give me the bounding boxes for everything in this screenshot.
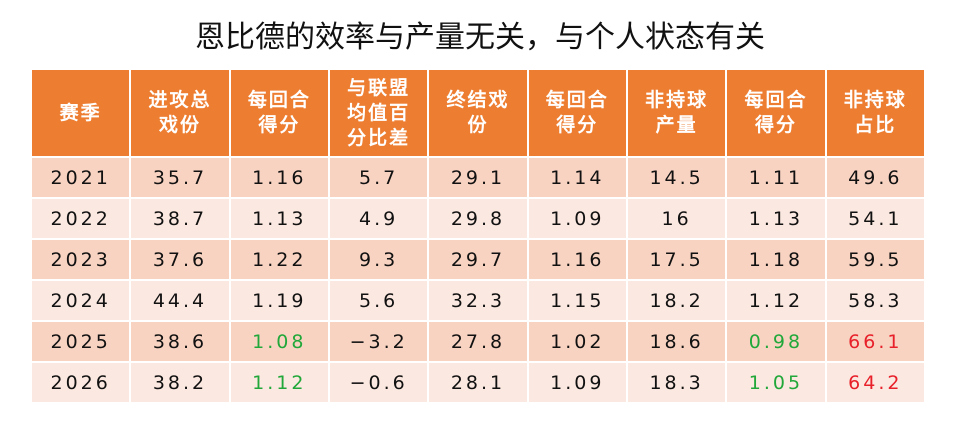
cell: 32.3 <box>427 279 529 322</box>
cell: 66.1 <box>824 320 927 363</box>
cell: 1.15 <box>526 279 628 322</box>
cell: 4.9 <box>327 197 430 240</box>
cell: 9.3 <box>327 238 430 281</box>
cell: 1.09 <box>526 197 628 240</box>
cell: 59.5 <box>824 238 927 281</box>
cell: 1.12 <box>725 279 827 322</box>
cell: 49.6 <box>824 156 927 199</box>
cell: 1.14 <box>526 156 628 199</box>
cell: 2026 <box>29 361 132 404</box>
header-row: 赛季 进攻总 戏份 每回合 得分 与联盟 均值百 分比差 终结戏 份每回合 得分 非持球 … <box>29 68 927 158</box>
cell: 2025 <box>29 320 132 363</box>
table-row: 2022 38.7 1.13 4.9 29.8 1.09 16 1.13 54.1 <box>29 197 927 240</box>
header-cell: 每回合 得分 <box>725 68 827 158</box>
cell: 1.16 <box>228 156 330 199</box>
table-row: 2025 38.6 1.08 −3.2 27.8 1.02 18.6 0.98 66.1 <box>29 320 927 363</box>
cell: 18.6 <box>625 320 728 363</box>
cell: 38.7 <box>129 197 231 240</box>
cell: 1.19 <box>228 279 330 322</box>
cell: 2024 <box>29 279 132 322</box>
cell: 1.12 <box>228 361 330 404</box>
cell: 1.09 <box>526 361 628 404</box>
data-table: 赛季 进攻总 戏份 每回合 得分 与联盟 均值百 分比差 终结戏 份每回合 得分 非持球 … <box>29 68 927 404</box>
table-body: 2021 35.7 1.16 5.7 29.1 1.14 14.5 1.11 49.6 2022 3… <box>29 156 927 404</box>
cell: 2023 <box>29 238 132 281</box>
cell: 16 <box>625 197 728 240</box>
cell: 1.22 <box>228 238 330 281</box>
cell: 1.13 <box>228 197 330 240</box>
cell: 1.13 <box>725 197 827 240</box>
table-row: 2024 44.4 1.19 5.6 32.3 1.15 18.2 1.12 58.3 <box>29 279 927 322</box>
table-row: 2026 38.2 1.12 −0.6 28.1 1.09 18.3 1.05 64.2 <box>29 361 927 404</box>
cell: 44.4 <box>129 279 231 322</box>
header-cell: 非持球 产量 <box>625 68 728 158</box>
cell: 0.98 <box>725 320 827 363</box>
header-cell: 每回合 得分 <box>228 68 330 158</box>
cell: 1.02 <box>526 320 628 363</box>
cell: 54.1 <box>824 197 927 240</box>
header-cell: 赛季 <box>29 68 132 158</box>
cell: −0.6 <box>327 361 430 404</box>
header-cell: 与联盟 均值百 分比差 <box>327 68 430 158</box>
cell: 29.7 <box>427 238 529 281</box>
table-row: 2023 37.6 1.22 9.3 29.7 1.16 17.5 1.18 59.5 <box>29 238 927 281</box>
cell: 1.18 <box>725 238 827 281</box>
cell: 29.1 <box>427 156 529 199</box>
cell: 38.6 <box>129 320 231 363</box>
cell: 1.08 <box>228 320 330 363</box>
table-row: 2021 35.7 1.16 5.7 29.1 1.14 14.5 1.11 49.6 <box>29 156 927 199</box>
cell: 5.6 <box>327 279 430 322</box>
cell: 37.6 <box>129 238 231 281</box>
cell: 58.3 <box>824 279 927 322</box>
cell: 29.8 <box>427 197 529 240</box>
header-cell: 非持球 占比 <box>824 68 927 158</box>
header-cell: 进攻总 戏份 <box>129 68 231 158</box>
cell: 1.11 <box>725 156 827 199</box>
cell: 18.2 <box>625 279 728 322</box>
cell: −3.2 <box>327 320 430 363</box>
cell: 35.7 <box>129 156 231 199</box>
title: 恩比德的效率与产量无关，与个人状态有关 <box>195 20 765 55</box>
cell: 64.2 <box>824 361 927 404</box>
cell: 27.8 <box>427 320 529 363</box>
cell: 18.3 <box>625 361 728 404</box>
cell: 17.5 <box>625 238 728 281</box>
cell: 28.1 <box>427 361 529 404</box>
cell: 2021 <box>29 156 132 199</box>
header-cell: 终结戏 份 <box>427 68 529 158</box>
cell: 38.2 <box>129 361 231 404</box>
cell: 1.05 <box>725 361 827 404</box>
cell: 5.7 <box>327 156 430 199</box>
cell: 2022 <box>29 197 132 240</box>
cell: 14.5 <box>625 156 728 199</box>
cell: 1.16 <box>526 238 628 281</box>
header-cell: 每回合 得分 <box>526 68 628 158</box>
